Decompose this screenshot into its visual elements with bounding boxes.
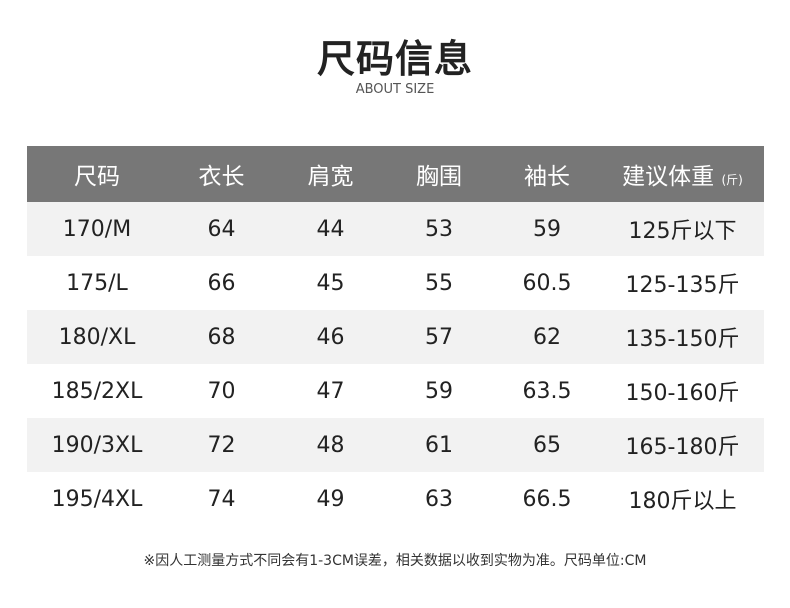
- table-row: 170/M 64 44 53 59 125斤以下: [27, 202, 764, 256]
- table-cell: 74: [207, 486, 236, 512]
- table-cell: 62: [493, 310, 601, 364]
- table-header: 尺码 衣长 肩宽 胸围 袖长 建议体重 (斤): [27, 146, 764, 202]
- table-cell: 55: [425, 270, 453, 296]
- table-cell: 170/M: [27, 202, 167, 256]
- table-cell: 165-180斤: [601, 418, 764, 472]
- table-cell: 150-160斤: [625, 381, 740, 406]
- header-sleeve: 袖长: [493, 146, 601, 202]
- size-table: 尺码 衣长 肩宽 胸围 袖长 建议体重 (斤) 170/M 64 44 53 59 125…: [27, 146, 764, 526]
- table-cell: 72: [167, 418, 276, 472]
- table-cell: 185/2XL: [51, 378, 143, 404]
- table-cell: 60.5: [522, 270, 572, 296]
- table-cell: 125-135斤: [625, 273, 740, 298]
- header-length: 衣长: [167, 146, 276, 202]
- table-cell: 46: [276, 310, 385, 364]
- header-size: 尺码: [27, 146, 167, 202]
- page-title: 尺码信息: [316, 37, 473, 81]
- measurement-note: ※因人工测量方式不同会有1-3CM误差，相关数据以收到实物为准。尺码单位:CM: [143, 553, 647, 569]
- table-cell: 53: [385, 202, 493, 256]
- table-cell: 70: [207, 378, 236, 404]
- table-row: 180/XL 68 46 57 62 135-150斤: [27, 310, 764, 364]
- table-cell: 68: [167, 310, 276, 364]
- table-row: 195/4XL 74 49 63 66.5 180斤以上: [27, 472, 764, 526]
- table-cell: 64: [167, 202, 276, 256]
- table-cell: 195/4XL: [51, 486, 143, 512]
- header-weight-label: 建议体重: [622, 164, 715, 190]
- table-cell: 66: [207, 270, 236, 296]
- table-cell: 180/XL: [27, 310, 167, 364]
- table-row: 175/L 66 45 55 60.5 125-135斤: [27, 256, 764, 310]
- header-weight: 建议体重 (斤): [601, 146, 764, 202]
- table-cell: 59: [425, 378, 453, 404]
- table-cell: 57: [385, 310, 493, 364]
- table-cell: 63.5: [522, 378, 572, 404]
- table-cell: 63: [425, 486, 453, 512]
- table-cell: 175/L: [66, 270, 128, 296]
- header-shoulder: 肩宽: [276, 146, 385, 202]
- table-cell: 48: [276, 418, 385, 472]
- table-cell: 45: [316, 270, 345, 296]
- table-cell: 65: [493, 418, 601, 472]
- table-cell: 44: [276, 202, 385, 256]
- table-cell: 180斤以上: [628, 489, 737, 514]
- table-cell: 61: [385, 418, 493, 472]
- table-row: 185/2XL 70 47 59 63.5 150-160斤: [27, 364, 764, 418]
- table-cell: 135-150斤: [601, 310, 764, 364]
- table-cell: 59: [493, 202, 601, 256]
- page-subtitle: ABOUT SIZE: [355, 82, 435, 97]
- table-cell: 47: [316, 378, 345, 404]
- weight-unit: (斤): [721, 173, 743, 187]
- header-chest: 胸围: [385, 146, 493, 202]
- table-cell: 125斤以下: [601, 202, 764, 256]
- table-row: 190/3XL 72 48 61 65 165-180斤: [27, 418, 764, 472]
- table-cell: 49: [316, 486, 345, 512]
- table-cell: 190/3XL: [27, 418, 167, 472]
- table-cell: 66.5: [522, 486, 572, 512]
